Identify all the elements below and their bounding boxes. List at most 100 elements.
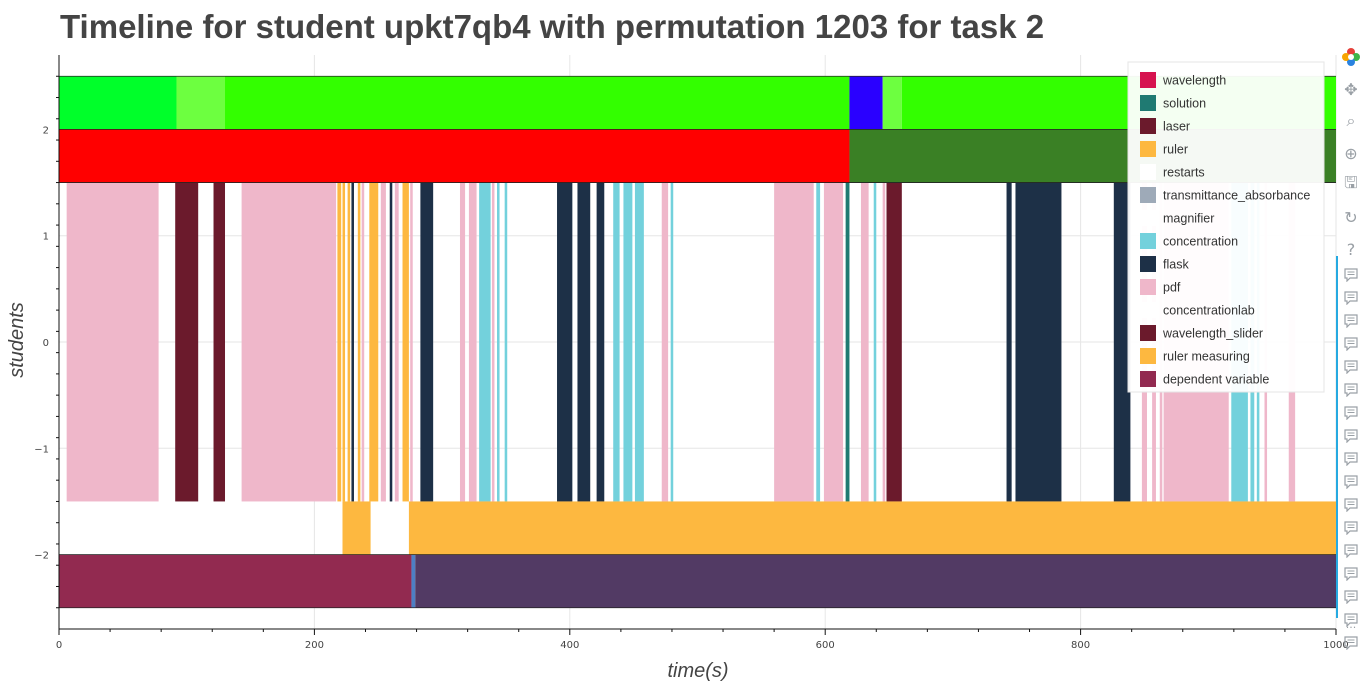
hover-tool-icon[interactable]: [1339, 517, 1363, 539]
legend-swatch: [1140, 302, 1156, 318]
timeline-segment: [623, 182, 633, 502]
hover-tool-icon[interactable]: [1339, 471, 1363, 493]
legend-label: pdf: [1163, 281, 1181, 295]
timeline-segment: [849, 76, 883, 130]
legend-label: restarts: [1163, 166, 1205, 180]
y-tick-label: 2: [43, 125, 49, 136]
legend-label: transmittance_absorbance: [1163, 189, 1310, 203]
legend-swatch: [1140, 187, 1156, 203]
wheel-zoom-icon[interactable]: ⊕: [1344, 143, 1358, 163]
legend-box: [1127, 61, 1325, 393]
legend-swatch: [1140, 348, 1156, 364]
timeline-segment: [59, 76, 177, 130]
timeline-segment: [577, 182, 591, 502]
x-tick-label: 0: [56, 640, 62, 651]
legend-swatch: [1140, 164, 1156, 180]
legend-label: dependent variable: [1163, 373, 1269, 387]
timeline-segment: [408, 501, 1336, 555]
timeline-segment: [351, 182, 354, 502]
x-tick-label: 600: [816, 640, 835, 651]
timeline-segment: [634, 182, 644, 502]
chart-toolbar: ✥ ⌕ ⊕ 🖫 ↻? ···: [1338, 46, 1364, 683]
timeline-segment: [886, 182, 902, 502]
timeline-segment: [479, 182, 491, 502]
timeline-segment: [59, 554, 412, 608]
legend-swatch: [1140, 210, 1156, 226]
hover-tool-icon[interactable]: [1339, 540, 1363, 562]
timeline-segment: [361, 182, 365, 502]
timeline-segment: [380, 182, 386, 502]
legend-label: ruler measuring: [1163, 350, 1250, 364]
x-tick-label: 1000: [1323, 640, 1348, 651]
bokeh-logo-icon[interactable]: [1339, 46, 1363, 68]
timeline-segment: [504, 182, 508, 502]
timeline-segment: [1006, 182, 1012, 502]
timeline-segment: [347, 182, 351, 502]
hover-tool-icon[interactable]: [1339, 494, 1363, 516]
timeline-segment: [596, 182, 605, 502]
pan-icon[interactable]: ✥: [1344, 79, 1358, 99]
hover-tool-icon[interactable]: [1339, 356, 1363, 378]
timeline-segment: [1113, 182, 1131, 502]
timeline-segment: [410, 182, 413, 502]
hover-tool-icon[interactable]: [1339, 609, 1363, 631]
hover-tool-icon[interactable]: [1339, 333, 1363, 355]
legend-swatch: [1140, 256, 1156, 272]
axes: 0 200 400 600 800 1000 −2 −1 0 1 2: [34, 55, 1349, 651]
hover-active-indicator: [1336, 256, 1338, 618]
timeline-segment: [357, 182, 361, 502]
x-tick-label: 200: [305, 640, 324, 651]
legend-swatch: [1140, 95, 1156, 111]
y-tick-label: 0: [43, 338, 49, 349]
timeline-segment: [661, 182, 669, 502]
hover-tool-icon[interactable]: [1339, 287, 1363, 309]
timeline-segment: [342, 182, 346, 502]
timeline-segment: [882, 76, 902, 130]
box-zoom-icon[interactable]: ⌕: [1346, 111, 1356, 130]
timeline-segment: [497, 182, 500, 502]
hover-tool-icon[interactable]: [1339, 310, 1363, 332]
timeline-segment: [402, 182, 409, 502]
legend-label: ruler: [1163, 143, 1188, 157]
legend-swatch: [1140, 279, 1156, 295]
timeline-segment: [241, 182, 337, 502]
timeline-segment: [176, 76, 226, 130]
y-tick-label: −1: [34, 444, 49, 455]
legend-swatch: [1140, 141, 1156, 157]
hover-tool-icon[interactable]: [1339, 264, 1363, 286]
timeline-segment: [491, 182, 495, 502]
legend-label: concentrationlab: [1163, 304, 1255, 318]
timeline-segment: [823, 182, 844, 502]
timeline-segment: [394, 182, 399, 502]
hover-tool-icon[interactable]: [1339, 425, 1363, 447]
timeline-segment: [670, 182, 674, 502]
legend-swatch: [1140, 233, 1156, 249]
timeline-segment: [337, 182, 342, 502]
legend-swatch: [1140, 72, 1156, 88]
timeline-segment: [468, 182, 477, 502]
save-icon[interactable]: 🖫: [1344, 172, 1358, 192]
hover-tool-icon[interactable]: [1339, 448, 1363, 470]
y-tick-label: −2: [34, 551, 49, 562]
y-tick-label: 1: [43, 232, 49, 243]
timeline-segment: [860, 182, 869, 502]
x-tick-label: 400: [560, 640, 579, 651]
timeline-segment: [411, 554, 416, 608]
more-tools-icon[interactable]: ···: [1345, 620, 1357, 634]
timeline-segment: [613, 182, 620, 502]
hover-tool-icon[interactable]: [1339, 586, 1363, 608]
timeline-segment: [882, 182, 886, 502]
reset-icon[interactable]: ↻: [1344, 207, 1358, 227]
y-axis-label: students: [6, 302, 28, 378]
timeline-segment: [557, 182, 573, 502]
timeline-segment: [415, 554, 1337, 608]
timeline-segment: [1015, 182, 1062, 502]
hover-tool-icon[interactable]: [1339, 379, 1363, 401]
hover-tool-icon[interactable]: [1339, 563, 1363, 585]
help-icon[interactable]: ?: [1346, 239, 1356, 259]
legend-label: wavelength: [1162, 74, 1226, 88]
hover-tool-icon[interactable]: [1339, 632, 1363, 654]
legend-label: concentration: [1163, 235, 1238, 249]
hover-tool-icon[interactable]: [1339, 402, 1363, 424]
timeline-segment: [369, 182, 379, 502]
